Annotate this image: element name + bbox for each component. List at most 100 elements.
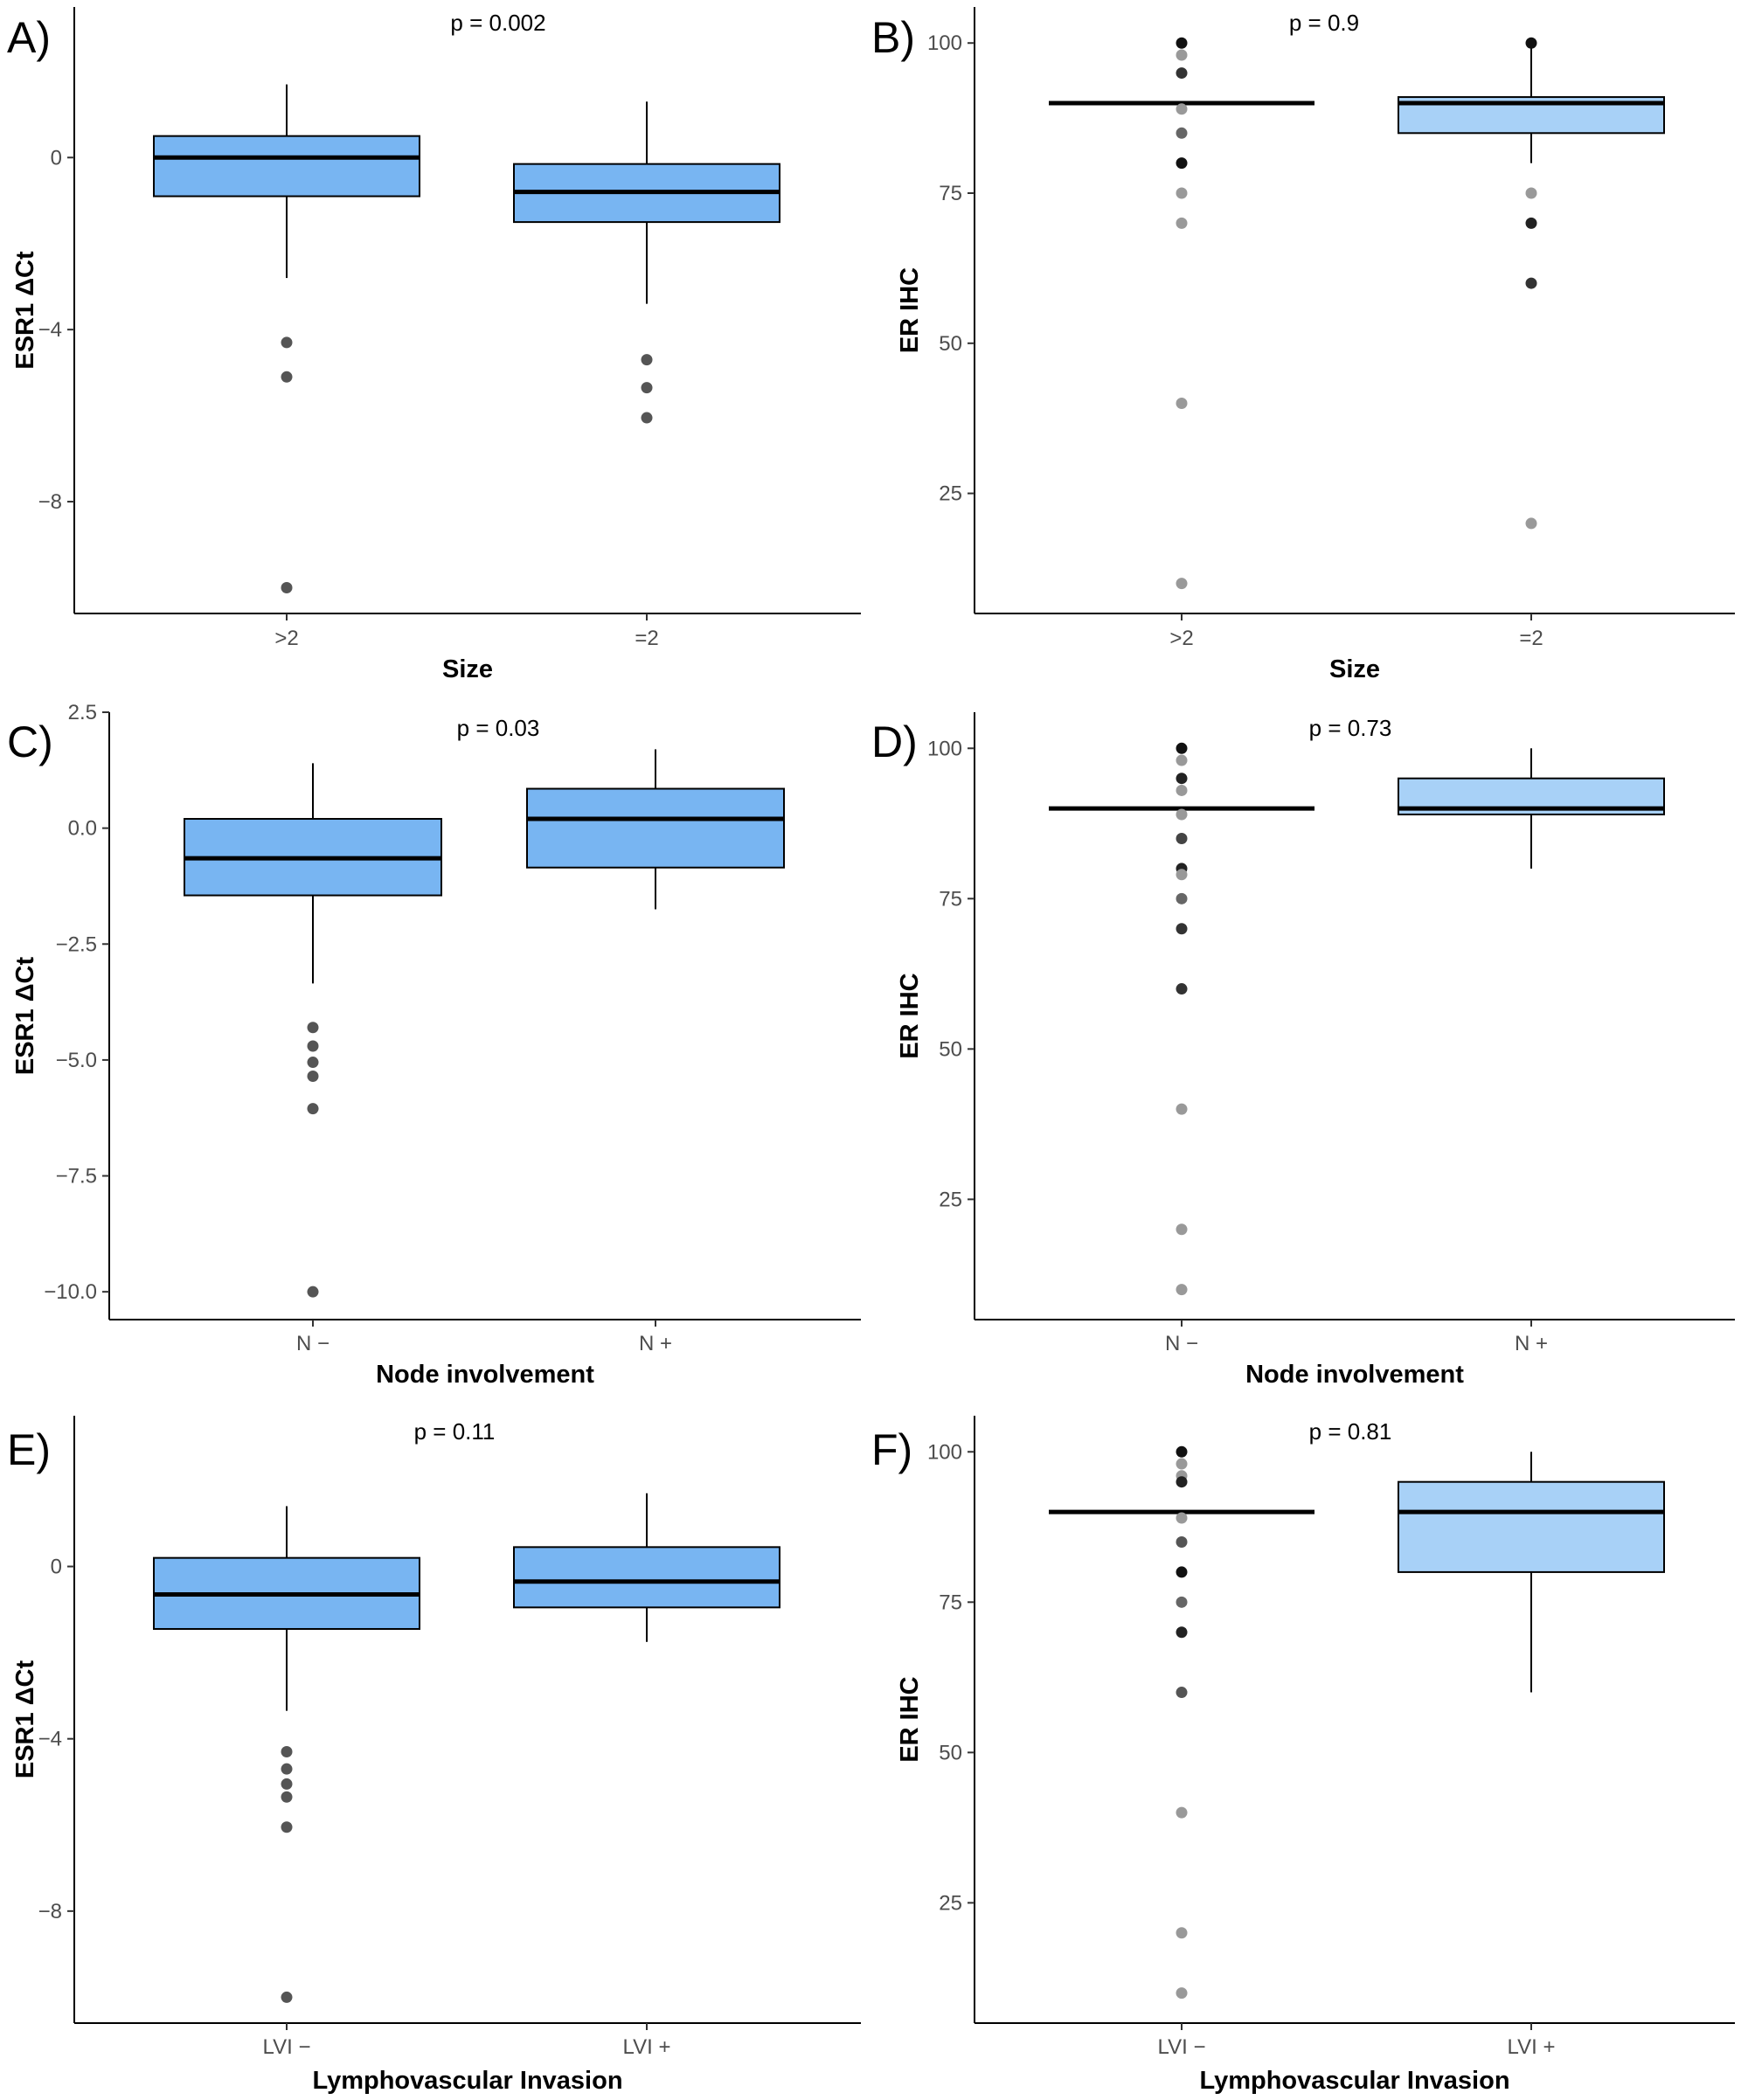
outlier-point: [641, 382, 653, 394]
outlier-point: [1176, 1458, 1188, 1470]
x-tick-label: N −: [296, 1332, 329, 1355]
y-tick-label: −8: [38, 490, 62, 514]
y-tick-label: 2.5: [68, 701, 97, 724]
panel-3: 2.5 0.0 −2.5 −5.0 −7.5 −10.0 N − N + p = 0.03 C) N…: [7, 701, 861, 1389]
p-value-label: p = 0.9: [1289, 10, 1359, 36]
iqr-box: [1398, 1480, 1665, 1573]
panel-6: 100 75 50 25 LVI − LVI + p = 0.81 F) Lymphovascu…: [871, 1416, 1735, 2095]
outlier-point: [1176, 187, 1188, 199]
box-2: [513, 1493, 780, 1642]
y-tick-label: 100: [927, 737, 962, 760]
y-axis-title: ER IHC: [896, 267, 924, 353]
outlier-point: [307, 1022, 319, 1034]
panel-1: 0 −4 −8 >2 =2 p = 0.002 A) Size ESR1 ΔCt: [7, 7, 861, 683]
outlier-point: [1176, 398, 1188, 410]
x-tick-label: LVI −: [1158, 2035, 1206, 2059]
panel-tag: C): [7, 717, 53, 766]
x-tick-label: N +: [1515, 1332, 1548, 1355]
box-1: [184, 763, 442, 1298]
p-value-label: p = 0.002: [450, 10, 545, 36]
x-tick-label: =2: [1519, 627, 1543, 650]
box-2: [1398, 37, 1665, 530]
outlier-point: [1525, 217, 1537, 229]
y-axis-title: ER IHC: [896, 1676, 924, 1762]
outlier-point: [1176, 983, 1188, 995]
outlier-point: [1176, 37, 1188, 49]
panel-tag: E): [7, 1425, 51, 1474]
outlier-point: [307, 1103, 319, 1115]
outlier-point: [1176, 217, 1188, 229]
y-tick-label: 0: [51, 1556, 62, 1579]
p-value-label: p = 0.81: [1309, 1418, 1392, 1445]
x-tick-label: N −: [1165, 1332, 1198, 1355]
x-axis-title: Node involvement: [376, 1361, 594, 1389]
x-axis-title: Node involvement: [1245, 1361, 1464, 1389]
x-axis-title: Lymphovascular Invasion: [1199, 2067, 1509, 2095]
iqr-box: [526, 787, 785, 869]
x-tick-label: LVI −: [263, 2035, 311, 2059]
outlier-point: [281, 1991, 293, 2003]
y-axis-title: ESR1 ΔCt: [11, 251, 39, 370]
box-2: [526, 749, 785, 910]
outlier-point: [1525, 277, 1537, 289]
x-tick-label: =2: [635, 627, 658, 650]
x-tick-label: LVI +: [623, 2035, 671, 2059]
outlier-point: [641, 412, 653, 424]
outlier-point: [1176, 1987, 1188, 2000]
box-2: [513, 101, 780, 424]
box-1: [1049, 1445, 1314, 2000]
x-tick-label: >2: [1169, 627, 1193, 650]
y-tick-label: −10.0: [44, 1280, 97, 1304]
outlier-point: [307, 1057, 319, 1069]
y-tick-label: 0: [51, 146, 62, 170]
outlier-point: [1176, 1927, 1188, 1939]
p-value-label: p = 0.73: [1309, 715, 1392, 741]
x-axis-title: Size: [442, 655, 493, 683]
outlier-point: [1525, 187, 1537, 199]
outlier-point: [1176, 1626, 1188, 1639]
outlier-point: [641, 354, 653, 366]
outlier-point: [1176, 1445, 1188, 1458]
outlier-point: [1176, 67, 1188, 80]
outlier-point: [281, 1745, 293, 1757]
x-tick-label: LVI +: [1508, 2035, 1556, 2059]
outlier-point: [281, 1763, 293, 1775]
outlier-point: [1176, 157, 1188, 170]
outlier-point: [307, 1040, 319, 1052]
outlier-point: [1525, 37, 1537, 49]
y-tick-label: 50: [939, 332, 962, 356]
iqr-box: [153, 135, 420, 198]
y-tick-label: −8: [38, 1900, 62, 1923]
y-axis-title: ER IHC: [896, 973, 924, 1058]
box-1: [153, 1506, 420, 2003]
panel-tag: A): [7, 13, 51, 62]
outlier-point: [1176, 1103, 1188, 1115]
iqr-box: [513, 1546, 780, 1609]
box-1: [1049, 37, 1314, 590]
p-value-label: p = 0.11: [414, 1418, 496, 1445]
panel-5: 0 −4 −8 LVI − LVI + p = 0.11 E) Lymphovascular …: [7, 1416, 861, 2095]
outlier-point: [1176, 1284, 1188, 1296]
p-value-label: p = 0.03: [457, 715, 540, 741]
outlier-point: [1176, 1512, 1188, 1524]
outlier-point: [1176, 49, 1188, 61]
x-tick-label: N +: [639, 1332, 672, 1355]
box-2: [1398, 748, 1665, 869]
outlier-point: [1176, 869, 1188, 881]
outlier-point: [1176, 1596, 1188, 1608]
outlier-point: [1525, 517, 1537, 530]
y-tick-label: −7.5: [56, 1165, 97, 1189]
outlier-point: [1176, 127, 1188, 139]
outlier-point: [1176, 1223, 1188, 1236]
outlier-point: [1176, 578, 1188, 590]
outlier-point: [281, 371, 293, 383]
y-tick-label: 25: [939, 1188, 962, 1211]
y-axis-title: ESR1 ΔCt: [11, 1660, 39, 1779]
outlier-point: [1176, 1536, 1188, 1549]
x-axis-title: Size: [1329, 655, 1380, 683]
y-axis-title: ESR1 ΔCt: [11, 957, 39, 1076]
outlier-point: [1176, 833, 1188, 845]
outlier-point: [281, 336, 293, 349]
y-tick-label: 25: [939, 1891, 962, 1915]
